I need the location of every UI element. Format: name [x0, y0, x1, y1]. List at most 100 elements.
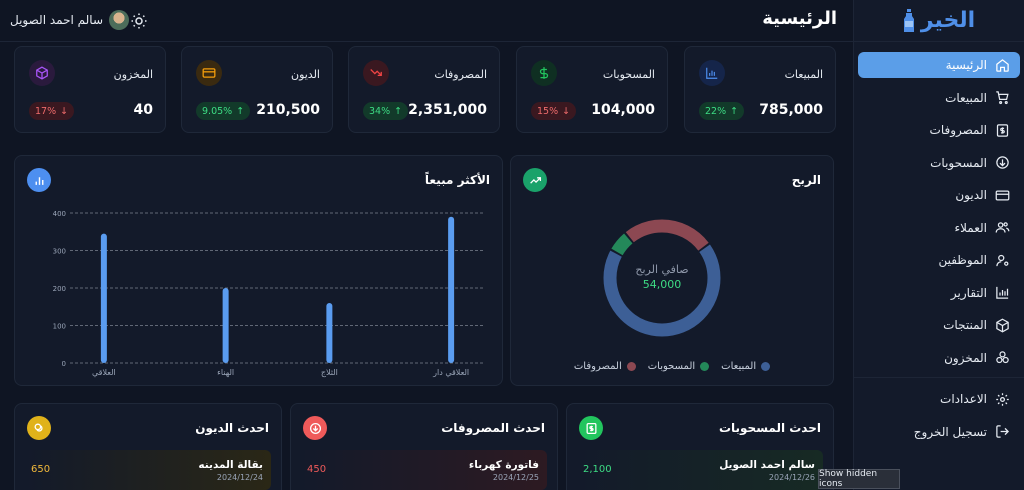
stat-card-debts[interactable]: الديون 210,500 9.05% ↑ — [181, 46, 333, 133]
sidebar-item-sales[interactable]: المبيعات — [858, 85, 1020, 111]
legend-dot — [626, 362, 636, 371]
sidebar-item-label: المبيعات — [945, 90, 987, 105]
sidebar-item-debts[interactable]: الديون — [858, 182, 1020, 208]
donut-slice[interactable] — [603, 219, 721, 337]
stat-label: المخزون — [113, 68, 153, 81]
recent-withdrawals-card: احدث المسحوبات سالم احمد الصويل 2024/12/… — [566, 403, 834, 490]
panel-title: الربح — [791, 173, 821, 187]
stat-icon-wrap — [29, 60, 55, 86]
row-amount: 650 — [31, 464, 51, 475]
recent-row[interactable]: فاتورة كهرباء 2024/12/25 450 — [301, 450, 547, 490]
top-selling-bar-chart: 0 100 200 300 400 العلاقي دار الثلاج الهناء العل… — [53, 210, 485, 377]
sidebar-item-employees[interactable]: الموظفين — [858, 247, 1020, 273]
panel-icon-wrap — [579, 416, 603, 440]
sidebar-item-products[interactable]: المنتجات — [858, 312, 1020, 338]
sun-icon[interactable] — [130, 12, 148, 30]
bar[interactable] — [326, 303, 333, 363]
stat-change-badge: 15% ↓ — [531, 102, 577, 120]
sidebar-item-home[interactable]: الرئيسية — [858, 52, 1020, 78]
sidebar-item-reports[interactable]: التقارير — [858, 280, 1020, 306]
recent-row[interactable]: سالم احمد الصويل 2024/12/26 2,100 — [577, 450, 823, 490]
page-title: الرئيسية — [762, 8, 837, 29]
y-tick-label: 400 — [53, 210, 66, 218]
legend-label: المبيعات — [721, 361, 757, 372]
sidebar-item-label: المصروفات — [929, 123, 987, 137]
arrow-circle-icon — [996, 156, 1009, 169]
sidebar-item-label: العملاء — [954, 220, 987, 235]
sidebar-item-label: الرئيسية — [945, 58, 987, 72]
row-date: 2024/12/24 — [216, 473, 263, 482]
recent-expenses-card: احدث المصروفات فاتورة كهرباء 2024/12/25 … — [290, 403, 558, 490]
sidebar-item-inventory[interactable]: المخزون — [858, 345, 1020, 371]
arrow-up-icon: ↑ — [730, 105, 739, 117]
sidebar-item-customers[interactable]: العملاء — [858, 215, 1020, 241]
bar-chart-icon — [706, 67, 718, 79]
panel-title: احدث المسحوبات — [718, 421, 821, 435]
cash-icon — [586, 422, 596, 434]
brand-name: الخير — [920, 8, 976, 33]
dollar-doc-icon — [996, 123, 1009, 137]
brand[interactable]: الخير — [854, 0, 1024, 42]
system-tooltip: Show hidden icons — [818, 469, 900, 489]
cube-icon — [36, 66, 48, 80]
row-name: فاتورة كهرباء — [468, 459, 539, 471]
legend-label: المصروفات — [573, 361, 622, 372]
sidebar-item-logout[interactable]: تسجيل الخروج — [858, 419, 1020, 445]
profit-donut-chart: صافي الربح 54,000 — [603, 219, 721, 337]
y-tick-label: 0 — [62, 360, 66, 368]
sidebar-item-label: تسجيل الخروج — [913, 424, 987, 439]
bar-chart-icon — [996, 286, 1009, 299]
panel-icon-wrap — [27, 416, 51, 440]
stat-label: الديون — [290, 68, 320, 81]
legend-item[interactable]: المسحوبات — [647, 361, 710, 372]
panel-icon-wrap — [523, 168, 547, 192]
stat-change-badge: 9.05% ↑ — [196, 102, 251, 120]
legend-item[interactable]: المصروفات — [574, 361, 636, 372]
bar[interactable] — [222, 288, 229, 363]
recent-debts-card: احدث الديون بقالة المدينه 2024/12/24 650 — [14, 403, 282, 490]
stat-value: 210,500 — [256, 102, 320, 118]
legend-item[interactable]: المبيعات — [721, 361, 771, 372]
x-tick-label: الهناء — [217, 368, 234, 377]
x-tick-label: العلاقي دار — [432, 368, 469, 377]
stat-card-sales[interactable]: المبيعات 785,000 22% ↑ — [684, 46, 836, 133]
legend-dot — [700, 362, 710, 371]
top-selling-panel: الأكثر مبيعاً 0 100 200 300 400 العلاقي دار ال… — [14, 155, 503, 386]
stat-value: 785,000 — [759, 102, 823, 118]
y-tick-label: 100 — [53, 323, 66, 331]
panel-title: احدث الديون — [195, 421, 269, 435]
legend-label: المسحوبات — [647, 361, 696, 372]
sidebar-item-withdrawals[interactable]: المسحوبات — [858, 150, 1020, 176]
logout-icon — [996, 425, 1010, 438]
trend-up-icon — [529, 176, 541, 184]
sidebar-item-label: المخزون — [944, 350, 987, 365]
cart-icon — [996, 91, 1009, 105]
user-menu[interactable]: سالم احمد الصويل — [10, 10, 129, 30]
stat-change: 9.05% — [202, 105, 233, 117]
stat-change-badge: 22% ↑ — [699, 102, 745, 120]
profit-panel: الربح صافي الربح 54,000 المبيعات المسحوب… — [510, 155, 834, 386]
recent-row[interactable]: بقالة المدينه 2024/12/24 650 — [25, 450, 271, 490]
bar[interactable] — [448, 216, 455, 363]
dollar-icon — [539, 67, 549, 79]
donut-slice[interactable] — [603, 219, 721, 337]
bar[interactable] — [100, 233, 107, 363]
stat-value: 2,351,000 — [408, 102, 487, 118]
arrow-down-icon: ↓ — [562, 105, 571, 117]
stat-change: 22% — [705, 105, 727, 117]
legend-dot — [761, 362, 771, 371]
stat-card-expenses[interactable]: المصروفات 2,351,000 34% ↑ — [348, 46, 500, 133]
stat-card-inventory[interactable]: المخزون 40 17% ↓ — [14, 46, 166, 133]
sidebar-item-label: التقارير — [950, 285, 987, 300]
row-amount: 2,100 — [583, 464, 612, 475]
stat-value: 104,000 — [591, 102, 655, 118]
sidebar-item-settings[interactable]: الاعدادات — [858, 386, 1020, 412]
stat-card-withdrawals[interactable]: المسحوبات 104,000 15% ↓ — [516, 46, 668, 133]
y-tick-label: 300 — [53, 248, 66, 256]
sidebar-item-expenses[interactable]: المصروفات — [858, 117, 1020, 143]
arrow-up-icon: ↑ — [394, 105, 403, 117]
panel-title: احدث المصروفات — [441, 421, 545, 435]
donut-center-value: 54,000 — [643, 278, 682, 291]
stat-change: 17% — [35, 105, 57, 117]
row-amount: 450 — [307, 464, 327, 475]
